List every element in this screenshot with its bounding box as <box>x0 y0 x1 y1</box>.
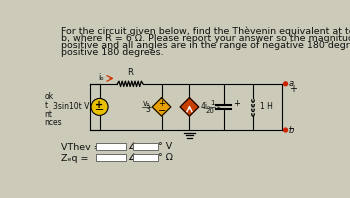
Text: ° Ω: ° Ω <box>159 153 174 162</box>
Text: b: b <box>289 126 294 135</box>
Text: 20: 20 <box>205 108 214 114</box>
Text: +: + <box>96 100 104 110</box>
Text: 3: 3 <box>146 106 151 114</box>
Polygon shape <box>180 98 199 116</box>
Text: +: + <box>233 99 240 108</box>
Text: ok: ok <box>44 91 54 101</box>
Text: nces: nces <box>44 118 62 127</box>
Text: VThev =: VThev = <box>61 143 102 152</box>
Text: 3sin10t V: 3sin10t V <box>53 102 90 111</box>
Circle shape <box>284 128 287 132</box>
Text: −: − <box>95 105 104 115</box>
Text: b, where R = 6 Ω. Please report your answer so the magnitude is: b, where R = 6 Ω. Please report your ans… <box>61 34 350 43</box>
Text: +: + <box>289 84 297 94</box>
Text: 1: 1 <box>210 100 214 106</box>
Bar <box>133 143 158 150</box>
Text: positive 180 degrees.: positive 180 degrees. <box>61 48 163 57</box>
Text: iₒ: iₒ <box>98 73 104 82</box>
Bar <box>97 154 126 161</box>
Text: ∠: ∠ <box>127 142 136 151</box>
Text: t: t <box>44 101 48 110</box>
Text: ∠: ∠ <box>127 153 136 162</box>
Text: a: a <box>289 79 294 88</box>
Text: vₒ: vₒ <box>143 99 151 108</box>
Text: 4iₒ: 4iₒ <box>200 102 211 111</box>
Bar <box>97 143 126 150</box>
Circle shape <box>91 98 108 115</box>
Bar <box>133 154 158 161</box>
Circle shape <box>284 82 287 86</box>
Text: R: R <box>127 68 133 77</box>
Polygon shape <box>152 98 171 116</box>
Text: ° V: ° V <box>159 142 173 151</box>
Text: Zₑq =: Zₑq = <box>61 154 88 163</box>
Text: positive and all angles are in the range of negative 180 degrees to: positive and all angles are in the range… <box>61 41 350 50</box>
Text: For the circuit given below, find the Thèvenin equivalent at terminals a-: For the circuit given below, find the Th… <box>61 27 350 36</box>
Text: 1 H: 1 H <box>260 102 273 111</box>
Text: −: − <box>158 106 166 116</box>
Text: nt: nt <box>44 110 52 119</box>
Text: F: F <box>217 105 220 111</box>
Text: +: + <box>158 99 165 108</box>
